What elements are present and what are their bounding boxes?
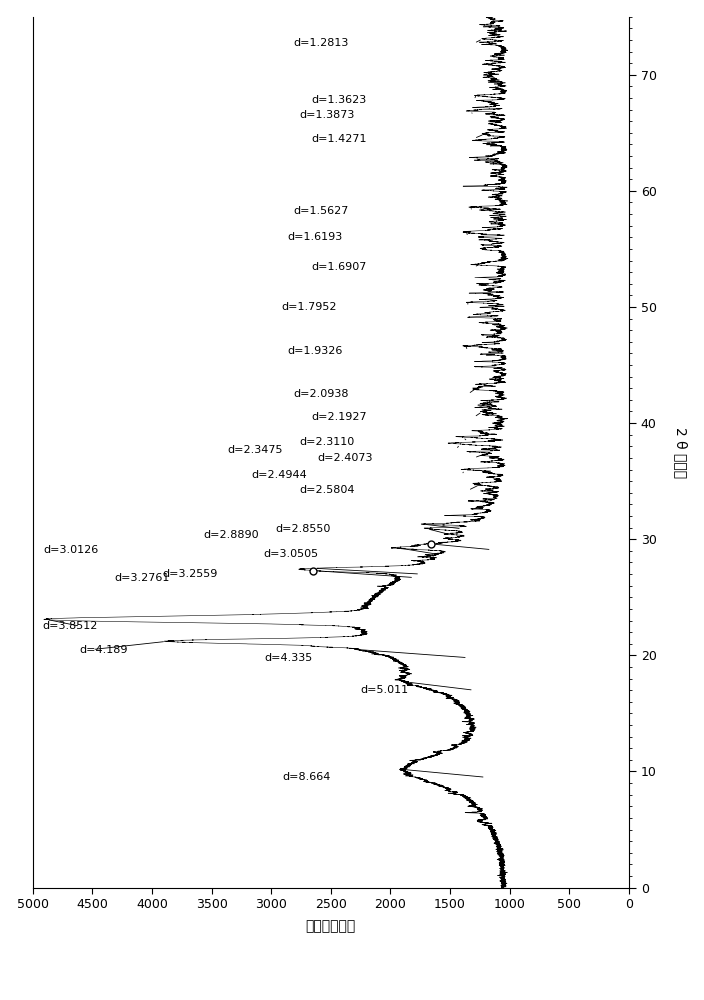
Text: d=3.2761: d=3.2761	[115, 573, 170, 583]
Text: d=1.5627: d=1.5627	[294, 206, 348, 216]
Text: d=2.8890: d=2.8890	[203, 530, 259, 540]
Text: d=1.6193: d=1.6193	[287, 232, 343, 242]
Text: d=1.4271: d=1.4271	[311, 134, 367, 144]
Text: d=2.5804: d=2.5804	[299, 485, 355, 495]
Text: d=1.7952: d=1.7952	[281, 302, 337, 312]
Text: d=5.011: d=5.011	[360, 685, 408, 695]
Text: d=3.8512: d=3.8512	[43, 621, 99, 631]
Text: d=2.3475: d=2.3475	[227, 445, 283, 455]
Text: d=8.664: d=8.664	[282, 772, 331, 782]
Y-axis label: 2 θ （度）: 2 θ （度）	[673, 427, 687, 478]
Text: d=3.0126: d=3.0126	[43, 545, 99, 555]
Text: d=4.189: d=4.189	[80, 645, 128, 655]
Text: d=2.4944: d=2.4944	[251, 470, 307, 480]
Text: d=2.4073: d=2.4073	[317, 453, 372, 463]
Text: d=1.9326: d=1.9326	[287, 346, 343, 356]
Text: d=1.3873: d=1.3873	[299, 110, 355, 120]
Text: d=2.3110: d=2.3110	[299, 437, 355, 447]
Text: d=3.0505: d=3.0505	[264, 549, 319, 559]
Text: d=3.2559: d=3.2559	[162, 569, 218, 579]
Text: d=2.8550: d=2.8550	[275, 524, 331, 534]
Text: d=1.2813: d=1.2813	[294, 38, 348, 48]
X-axis label: 強度（計數）: 強度（計數）	[306, 919, 356, 933]
Text: d=4.335: d=4.335	[265, 653, 313, 663]
Text: d=2.1927: d=2.1927	[311, 412, 367, 422]
Text: d=1.3623: d=1.3623	[311, 95, 367, 105]
Text: d=1.6907: d=1.6907	[311, 262, 367, 272]
Text: d=2.0938: d=2.0938	[293, 389, 348, 399]
